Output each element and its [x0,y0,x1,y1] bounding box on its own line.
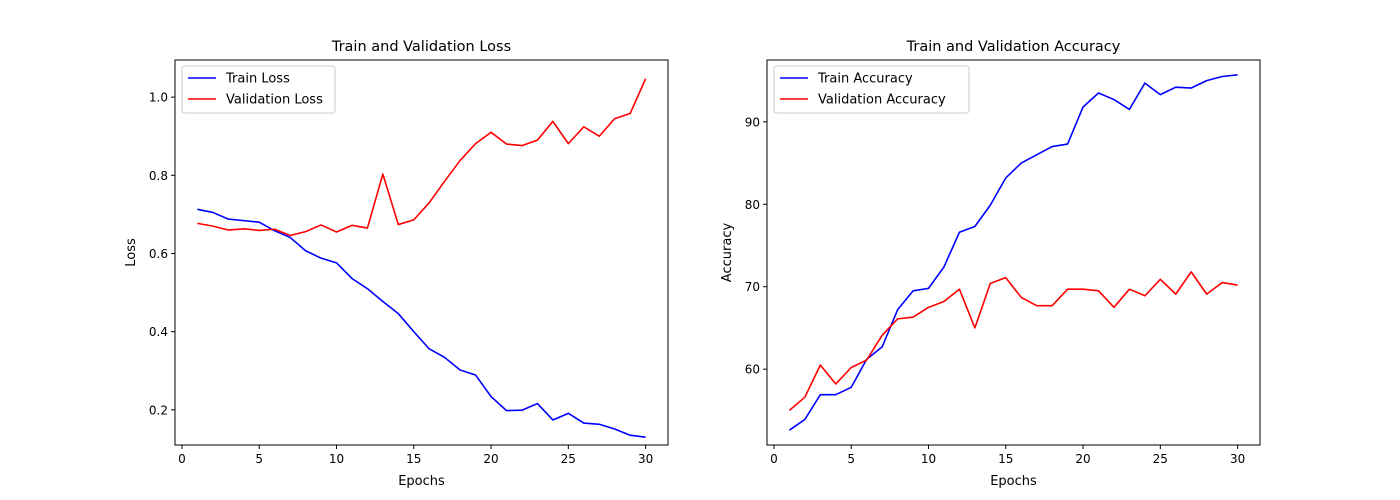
accuracy-x-tick-label: 20 [1075,452,1090,466]
loss-legend-label: Validation Loss [226,93,323,108]
loss-x-tick-label: 15 [406,452,421,466]
loss-series-line-train-loss [197,208,646,438]
loss-x-tick-label: 5 [255,452,263,466]
accuracy-legend-label: Validation Accuracy [818,93,946,108]
accuracy-series-line-train-accuracy [788,74,1238,431]
accuracy-x-tick-label: 15 [998,452,1013,466]
loss-y-tick-label: 0.6 [149,247,168,261]
accuracy-x-tick-label: 30 [1230,452,1245,466]
loss-chart-title: Train and Validation Loss [331,39,511,55]
accuracy-x-axis-label: Epochs [990,474,1037,489]
accuracy-y-tick-label: 90 [745,115,760,129]
accuracy-y-axis-label: Accuracy [720,223,735,283]
loss-x-tick-label: 10 [329,452,344,466]
accuracy-y-tick-label: 70 [745,280,760,294]
loss-y-tick-label: 0.2 [149,403,168,417]
loss-legend-label: Train Loss [225,72,290,87]
accuracy-x-tick-label: 25 [1153,452,1168,466]
loss-chart: Train and Validation Loss 0 5 10 15 20 25 30 0.2… [124,39,669,489]
accuracy-plot-frame [766,59,1261,446]
loss-series-line-validation-loss [197,78,647,237]
accuracy-legend: Train Accuracy Validation Accuracy [773,65,970,114]
accuracy-x-tick-label: 10 [921,452,936,466]
accuracy-legend-box [773,65,970,114]
accuracy-y-tick-label: 80 [745,198,760,212]
accuracy-legend-label: Train Accuracy [817,72,913,87]
loss-y-axis-label: Loss [124,238,139,267]
loss-x-tick-label: 20 [483,452,498,466]
accuracy-series-line-validation-accuracy [788,271,1238,411]
loss-y-tick-label: 0.8 [149,169,168,183]
loss-legend: Train Loss Validation Loss [181,65,336,114]
loss-x-tick-label: 30 [638,452,653,466]
accuracy-x-tick-label: 5 [847,452,855,466]
loss-x-tick-label: 25 [561,452,576,466]
accuracy-chart-title: Train and Validation Accuracy [906,39,1121,55]
accuracy-chart: Train and Validation Accuracy 0 5 10 15 20 25 3… [720,39,1261,489]
loss-y-tick-label: 0.4 [149,325,168,339]
loss-plot-frame [174,59,669,446]
loss-y-tick-label: 1.0 [149,91,168,105]
loss-x-tick-label: 0 [178,452,186,466]
loss-legend-box [181,65,336,114]
loss-x-axis-label: Epochs [398,474,445,489]
accuracy-y-tick-label: 60 [745,363,760,377]
accuracy-x-tick-label: 0 [770,452,778,466]
